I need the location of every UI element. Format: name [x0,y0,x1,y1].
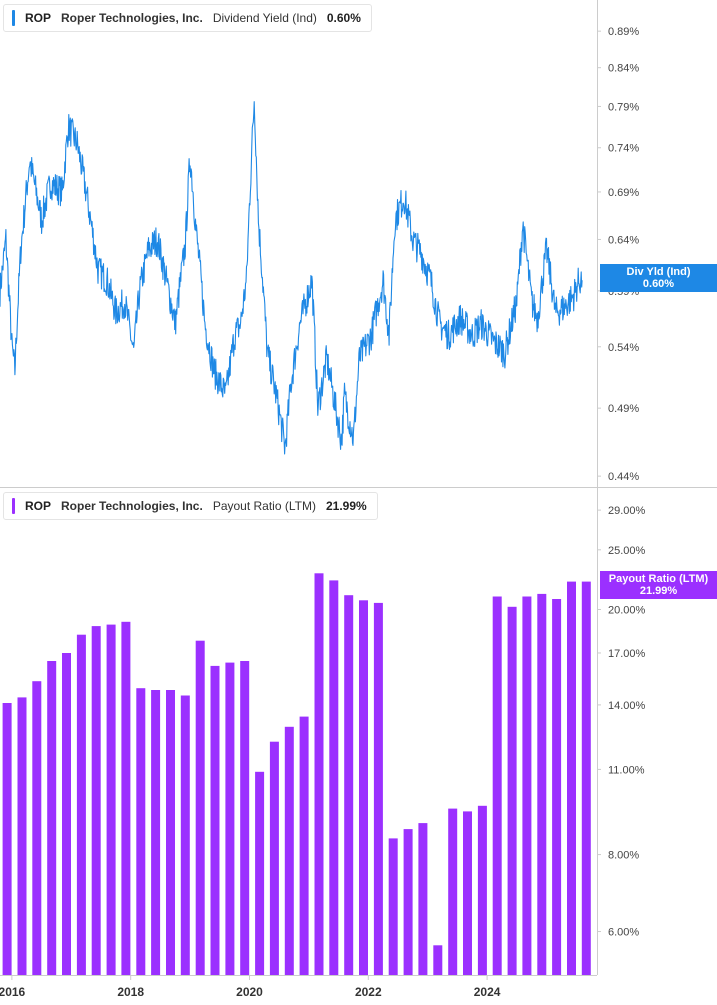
yield-y-tick-label: 0.79% [608,101,639,113]
yield-legend-swatch [12,10,15,26]
payout-bar [581,581,591,975]
payout-bar [314,573,324,975]
payout-bar [136,688,146,975]
yield-legend-ticker: ROP [25,11,52,25]
axes-frame [0,0,717,976]
payout-bar [344,595,354,975]
yield-y-tick-label: 0.49% [608,403,639,415]
yield-y-tick-label: 0.89% [608,26,639,38]
payout-bar [463,811,472,975]
x-tick-label: 2018 [117,985,144,999]
yield-y-tick-label: 0.64% [608,234,639,246]
payout-bar [522,596,532,975]
payout-y-tick-label: 17.00% [608,648,646,660]
payout-bar [17,697,27,975]
payout-bar [448,808,458,975]
payout-bar [537,593,547,975]
yield-y-tick-label: 0.74% [608,143,639,155]
yield-legend[interactable]: ROP Roper Technologies, Inc. Dividend Yi… [3,4,372,32]
payout-bar [106,624,116,975]
payout-legend[interactable]: ROP Roper Technologies, Inc. Payout Rati… [3,492,378,520]
payout-bar [180,695,190,975]
payout-y-tick-label: 20.00% [608,605,646,617]
payout-y-tick-label: 8.00% [608,850,639,862]
payout-flag-value: 21.99% [639,585,678,597]
payout-y-tick-label: 25.00% [608,545,646,557]
yield-y-tick-label: 0.84% [608,63,639,75]
payout-bar [299,716,309,975]
payout-bar [166,690,175,975]
yield-series-line [0,101,583,455]
payout-legend-value: 21.99% [325,499,367,513]
payout-bar [255,771,265,975]
payout-bar [567,581,576,975]
payout-bar [2,703,12,975]
payout-bar [329,580,339,975]
payout-legend-metric: Payout Ratio (LTM) [212,499,316,513]
payout-y-tick-label: 11.00% [608,764,645,776]
y-axis-labels: 0.44%0.49%0.54%0.59%0.64%0.69%0.74%0.79%… [597,26,646,939]
payout-y-tick-label: 6.00% [608,927,639,939]
payout-bar [91,626,101,975]
payout-bar [32,681,42,975]
payout-bar [210,665,220,975]
x-tick-label: 2020 [236,985,263,999]
payout-bar [47,661,57,975]
payout-bar [492,596,502,975]
payout-bar [225,662,235,975]
yield-y-tick-label: 0.44% [608,471,639,483]
payout-bar [151,690,161,975]
yield-legend-metric: Dividend Yield (Ind) [212,11,317,25]
payout-last-value-flag: Payout Ratio (LTM) 21.99% [600,571,717,599]
payout-legend-company: Roper Technologies, Inc. [61,499,203,513]
payout-bar [373,602,383,975]
payout-bar [418,823,428,975]
payout-bar [433,945,443,975]
yield-y-tick-label: 0.54% [608,342,639,354]
payout-bar [359,600,368,975]
payout-y-tick-label: 14.00% [608,700,646,712]
yield-flag-value: 0.60% [642,278,675,290]
payout-bar [388,838,398,975]
payout-y-tick-label: 29.00% [608,505,646,517]
payout-bar-group [2,573,591,975]
payout-bar [62,653,71,975]
x-tick-label: 2016 [0,985,26,999]
yield-last-value-flag: Div Yld (Ind) 0.60% [600,264,717,292]
payout-bar [121,621,131,975]
yield-y-tick-label: 0.69% [608,187,639,199]
x-tick-label: 2022 [355,985,382,999]
payout-bar [477,805,487,975]
payout-bar [284,726,294,975]
payout-bar [195,640,205,975]
payout-bar [240,661,250,975]
payout-bar [269,741,279,975]
x-tick-label: 2024 [474,985,501,999]
yield-flag-label: Div Yld (Ind) [626,266,691,278]
x-axis-labels: 2016 2018 2020 2022 2024 [0,975,501,999]
payout-legend-ticker: ROP [25,499,52,513]
payout-legend-swatch [12,498,15,514]
yield-line-group [0,101,583,455]
payout-flag-label: Payout Ratio (LTM) [608,573,709,585]
payout-bar [76,634,86,975]
yield-legend-value: 0.60% [326,11,361,25]
payout-bar [507,606,517,975]
payout-bar [403,829,413,975]
payout-bar [552,599,562,975]
yield-legend-company: Roper Technologies, Inc. [61,11,203,25]
